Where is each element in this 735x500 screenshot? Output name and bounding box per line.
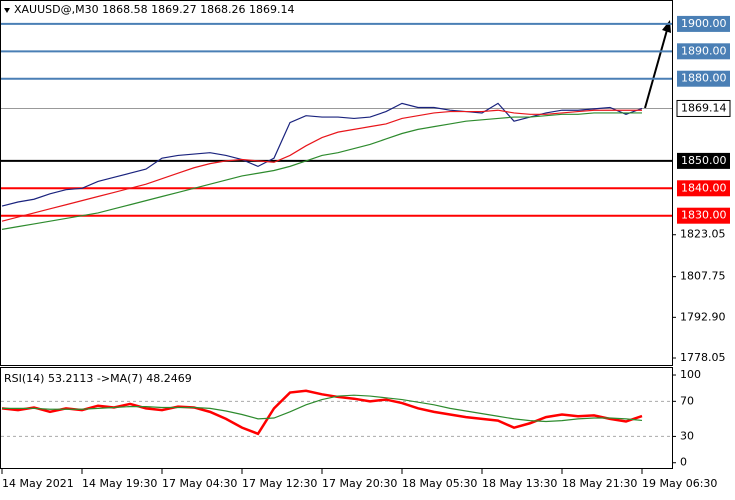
series-line <box>1 102 643 207</box>
level-box <box>677 152 730 169</box>
level-box <box>677 207 730 224</box>
last-price-label: 1869.14 <box>681 101 727 114</box>
y-tick-label: 1823.05 <box>680 228 726 241</box>
series-line <box>2 394 643 423</box>
symbol-header: XAUUSD@,M30 1868.58 1869.27 1868.26 1869… <box>14 3 295 16</box>
x-tick-label: 14 May 19:30 <box>82 477 157 490</box>
x-tick-label: 18 May 21:30 <box>562 477 637 490</box>
series-line <box>1 109 642 222</box>
forecast-arrow <box>644 29 668 109</box>
level-box <box>677 15 730 32</box>
x-tick-label: 19 May 06:30 <box>642 477 717 490</box>
x-tick-label: 17 May 04:30 <box>162 477 237 490</box>
x-tick-label: 18 May 05:30 <box>402 477 477 490</box>
last-price-box <box>676 99 731 117</box>
level-label: 1880.00 <box>681 72 727 85</box>
dropdown-icon <box>4 8 10 13</box>
level-label: 1830.00 <box>681 209 727 222</box>
level-box <box>677 180 730 197</box>
level-label: 1850.00 <box>681 154 727 167</box>
y-tick-label: 1792.90 <box>680 310 726 323</box>
rsi-frame <box>0 367 673 469</box>
y-tick-label: 30 <box>680 429 694 442</box>
level-box <box>677 70 730 87</box>
forecast-arrow-head <box>662 20 671 33</box>
y-tick-label: 70 <box>680 394 694 407</box>
price-frame <box>0 0 673 366</box>
y-tick-label: 1778.05 <box>680 351 726 364</box>
level-box <box>677 43 730 60</box>
x-tick-label: 14 May 2021 <box>2 477 74 490</box>
x-tick-label: 17 May 12:30 <box>242 477 317 490</box>
level-label: 1840.00 <box>681 181 727 194</box>
series-line <box>1 112 642 230</box>
x-tick-label: 18 May 13:30 <box>482 477 557 490</box>
y-tick-label: 0 <box>680 456 687 469</box>
rsi-header: RSI(14) 53.2113 ->MA(7) 48.2469 <box>4 372 192 385</box>
series-line <box>1 389 643 436</box>
x-tick-label: 17 May 20:30 <box>322 477 397 490</box>
level-label: 1900.00 <box>681 17 727 30</box>
level-label: 1890.00 <box>681 44 727 57</box>
y-tick-label: 1807.75 <box>680 270 726 283</box>
y-tick-label: 100 <box>680 368 701 381</box>
